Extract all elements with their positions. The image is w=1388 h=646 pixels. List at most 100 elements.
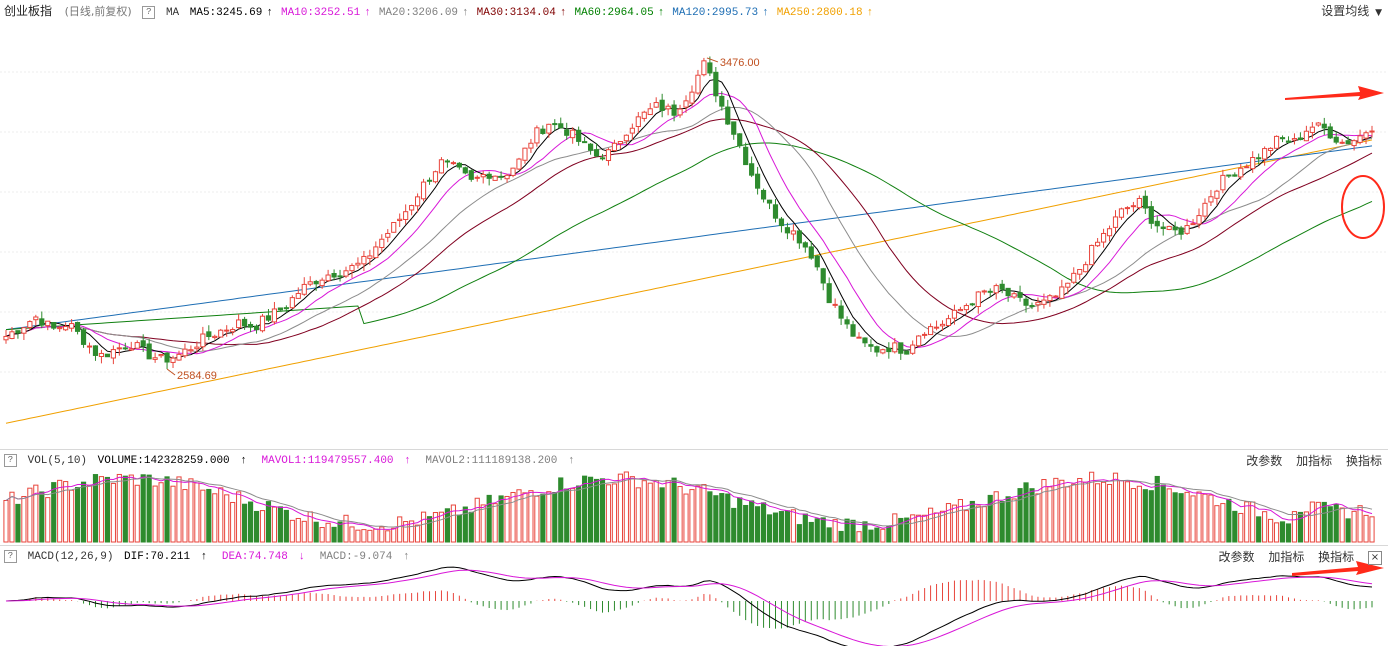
volume-bar-85: [510, 491, 516, 543]
candle-115: [689, 85, 695, 107]
candle-body-87: [522, 147, 528, 161]
candle-199: [1190, 218, 1196, 226]
volume-bar-155: [927, 507, 934, 543]
help-icon[interactable]: ?: [142, 5, 156, 19]
candle-70: [420, 178, 427, 202]
candle-135: [808, 240, 814, 260]
volume-bar-173: [1035, 493, 1041, 543]
candle-body-100: [599, 157, 606, 160]
volume-bar-3: [21, 496, 27, 543]
macd-switch-indicator-button[interactable]: 换指标: [1318, 550, 1355, 564]
candle-body-50: [301, 283, 307, 295]
candle-173: [1035, 297, 1041, 312]
volume-bar-146: [874, 527, 880, 543]
candle-220: [1315, 122, 1321, 127]
candle-13: [80, 327, 87, 348]
candle-body-78: [468, 170, 474, 180]
volume-bar-15: [92, 474, 99, 543]
macd-add-indicator-button[interactable]: 加指标: [1268, 550, 1305, 564]
dea-arrow-icon: ↓: [298, 551, 306, 563]
candle-body-113: [677, 108, 683, 116]
candle-55: [331, 269, 337, 281]
candle-1: [9, 326, 15, 340]
macd-help-icon[interactable]: ?: [4, 549, 17, 563]
volume-bar-93: [558, 477, 564, 543]
candle-14: [86, 342, 93, 354]
candle-130: [778, 216, 785, 233]
volume-bar-96: [576, 485, 582, 543]
candle-body-39: [236, 319, 242, 329]
volume-bar-119: [713, 495, 719, 543]
dea-line: [5, 569, 1373, 646]
volume-bar-195: [1166, 488, 1172, 543]
candle-body-26: [158, 354, 164, 357]
candle-61: [367, 249, 373, 266]
change-params-button[interactable]: 改参数: [1246, 454, 1283, 468]
price-panel: 3476.00 2584.69 创业板指 (日线,前复权) ? MA MA5:32…: [0, 3, 1388, 424]
candle-180: [1077, 268, 1083, 280]
volume-bar-187: [1118, 480, 1125, 543]
candle-164: [981, 289, 987, 295]
high-pointer: [706, 57, 719, 63]
candle-body-76: [456, 162, 462, 168]
volume-help-icon[interactable]: ?: [4, 453, 17, 467]
candle-100: [599, 153, 606, 161]
candle-27: [164, 352, 170, 370]
candle-174: [1041, 293, 1047, 309]
candle-body-129: [772, 204, 779, 219]
volume-bar-125: [749, 500, 755, 543]
candle-body-226: [1351, 140, 1357, 147]
candle-body-224: [1339, 141, 1345, 144]
candle-body-24: [146, 343, 152, 360]
volume-bar-224: [1339, 507, 1345, 543]
volume-bar-162: [969, 500, 975, 543]
candle-body-65: [391, 222, 397, 233]
ma-settings-area: 设置均线 ▼: [1301, 3, 1382, 19]
volume-bar-62: [373, 528, 379, 543]
volume-bar-189: [1130, 488, 1136, 543]
candle-body-120: [719, 95, 725, 107]
candle-body-56: [337, 275, 343, 278]
candle-69: [415, 193, 421, 213]
dif-arrow-icon: ↑: [200, 551, 208, 563]
macd-change-params-button[interactable]: 改参数: [1218, 550, 1255, 564]
candle-body-103: [617, 140, 623, 145]
volume-bar-63: [379, 526, 385, 543]
candle-body-53: [319, 279, 325, 287]
candle-158: [945, 314, 952, 327]
candle-121: [725, 99, 731, 126]
candle-body-23: [140, 340, 146, 347]
candle-119: [713, 66, 719, 103]
candle-189: [1130, 201, 1136, 212]
volume-bar-120: [719, 493, 725, 543]
candle-body-145: [868, 344, 874, 347]
macd-label: MACD(12,26,9): [27, 551, 114, 563]
volume-bar-46: [277, 506, 283, 543]
volume-bar-139: [832, 519, 838, 543]
ma-arrow-icon-5: ↑: [762, 7, 769, 19]
candle-body-69: [415, 196, 421, 207]
candle-body-6: [39, 318, 45, 326]
ma-settings-button[interactable]: 设置均线 ▼: [1311, 4, 1382, 18]
candle-126: [755, 166, 761, 195]
candle-body-159: [951, 309, 958, 319]
candle-23: [140, 334, 146, 352]
candle-body-85: [510, 167, 516, 176]
add-indicator-button[interactable]: 加指标: [1296, 454, 1333, 468]
volume-bar-226: [1351, 510, 1357, 543]
ma-arrow-icon-6: ↑: [866, 7, 874, 19]
candle-172: [1029, 302, 1035, 310]
candle-body-174: [1041, 299, 1047, 305]
candle-body-13: [80, 329, 87, 345]
volume-bar-33: [200, 489, 206, 543]
volume-bar-26: [158, 482, 164, 543]
volume-bar-101: [605, 484, 612, 543]
volume-bar-209: [1250, 501, 1256, 543]
candle-102: [611, 139, 618, 152]
switch-indicator-button[interactable]: 换指标: [1345, 454, 1382, 468]
candle-183: [1095, 238, 1101, 247]
volume-bar-217: [1297, 511, 1304, 543]
close-icon[interactable]: ×: [1368, 550, 1382, 565]
candle-46: [277, 307, 283, 312]
candle-body-203: [1214, 190, 1220, 199]
